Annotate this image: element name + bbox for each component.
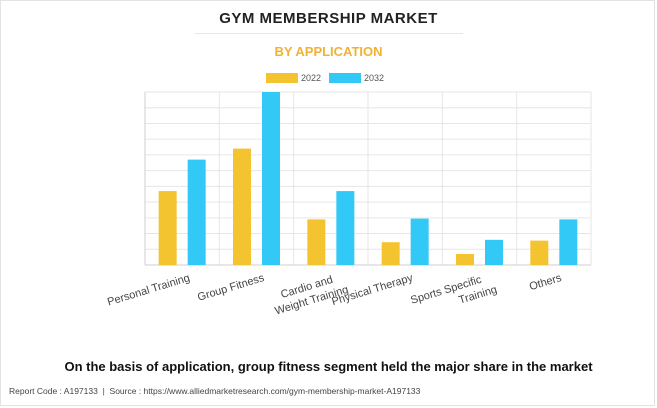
bar-2022 — [158, 191, 177, 265]
x-tick-label-line: Personal Training — [106, 272, 191, 309]
x-tick-label: Others — [528, 272, 564, 293]
bar-2022 — [530, 240, 549, 265]
legend-swatch-2022 — [266, 73, 298, 83]
footer-separator: | — [102, 386, 105, 396]
x-tick-label-line: Others — [528, 272, 564, 293]
bar-2022 — [233, 148, 251, 265]
legend-item-2022[interactable]: 2022 — [266, 73, 321, 83]
report-code: Report Code : A197133 — [9, 386, 98, 396]
x-tick-label: Group Fitness — [196, 272, 266, 304]
bar-2022 — [381, 242, 400, 265]
bar-2032 — [559, 219, 578, 265]
x-tick-label: Personal Training — [106, 272, 191, 309]
bar-2032 — [410, 218, 429, 265]
source-text: Source : https://www.alliedmarketresearc… — [109, 386, 421, 396]
bar-2032 — [262, 92, 280, 265]
chart-title: GYM MEMBERSHIP MARKET — [219, 10, 438, 27]
x-tick-label: Sports SpecificTraining — [409, 270, 498, 320]
bar-2032 — [485, 239, 503, 265]
chart-caption: On the basis of application, group fitne… — [64, 359, 593, 374]
legend-label-2032: 2032 — [364, 73, 385, 83]
legend: 2022 2032 — [266, 71, 392, 85]
legend-label-2022: 2022 — [301, 73, 322, 83]
bar-2032 — [336, 191, 355, 265]
legend-item-2032[interactable]: 2032 — [329, 73, 384, 83]
bar-2022 — [456, 253, 474, 265]
x-tick-label-line: Group Fitness — [196, 272, 266, 304]
title-divider — [195, 33, 463, 34]
footer: Report Code : A197133 | Source : https:/… — [9, 386, 420, 396]
bar-2032 — [187, 159, 206, 265]
legend-swatch-2032 — [329, 73, 362, 83]
bar-2022 — [307, 219, 326, 265]
chart-subtitle: BY APPLICATION — [274, 44, 383, 59]
